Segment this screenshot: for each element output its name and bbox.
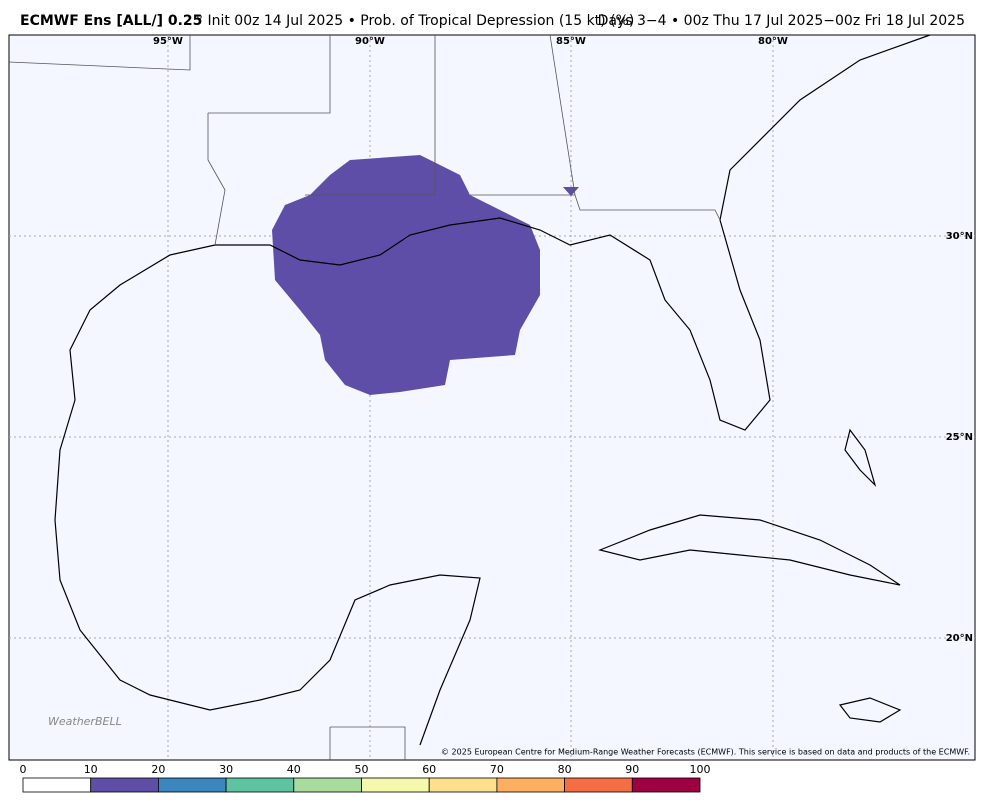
colorbar-tick-label: 80 xyxy=(558,763,572,776)
colorbar-segment xyxy=(157,777,227,793)
title-bold: ECMWF Ens [ALL/] 0.25 xyxy=(20,13,202,29)
colorbar-tick-label: 50 xyxy=(355,763,369,776)
colorbar: 0 10 20 30 40 50 60 70 80 90 100 xyxy=(20,763,711,793)
colorbar-tick-label: 70 xyxy=(490,763,504,776)
colorbar-tick-label: 30 xyxy=(219,763,233,776)
lat-label: 20°N xyxy=(946,633,973,644)
colorbar-segment xyxy=(22,777,92,793)
colorbar-tick-label: 100 xyxy=(690,763,711,776)
watermark: WeatherBELL xyxy=(48,715,122,728)
colorbar-tick-label: 10 xyxy=(84,763,98,776)
colorbar-tick-label: 20 xyxy=(151,763,165,776)
graticule-labels: 95°W 90°W 85°W 80°W 30°N 25°N 20°N xyxy=(153,36,973,644)
colorbar-segment xyxy=(293,777,362,793)
colorbar-segment xyxy=(631,777,701,793)
lon-label: 90°W xyxy=(355,36,385,47)
colorbar-segment xyxy=(225,777,295,793)
borders xyxy=(8,34,721,760)
colorbar-tick-label: 90 xyxy=(625,763,639,776)
lon-label: 80°W xyxy=(758,36,788,47)
lon-label: 85°W xyxy=(556,36,586,47)
copyright: © 2025 European Centre for Medium-Range … xyxy=(441,748,970,757)
colorbar-segment xyxy=(428,777,498,793)
colorbar-segment xyxy=(496,777,565,793)
lat-label: 25°N xyxy=(946,432,973,443)
colorbar-tick-label: 60 xyxy=(422,763,436,776)
map-frame xyxy=(8,34,976,761)
lat-label: 30°N xyxy=(946,231,973,242)
colorbar-segment xyxy=(361,777,430,793)
graticule xyxy=(9,35,975,760)
colorbar-segment xyxy=(90,777,159,793)
colorbar-tick-label: 0 xyxy=(20,763,27,776)
probability-area xyxy=(272,155,579,395)
colorbar-segment xyxy=(564,777,633,793)
colorbar-tick-label: 40 xyxy=(287,763,301,776)
title-rest: ° Init 00z 14 Jul 2025 • Prob. of Tropic… xyxy=(196,13,634,29)
title-right: Days 3−4 • 00z Thu 17 Jul 2025−00z Fri 1… xyxy=(598,13,965,29)
lon-label: 95°W xyxy=(153,36,183,47)
